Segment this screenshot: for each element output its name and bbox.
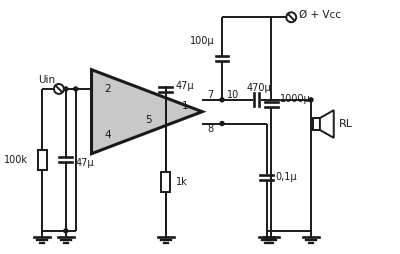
Text: 7: 7 (207, 90, 214, 100)
Text: 47μ: 47μ (176, 82, 194, 91)
Text: 1000μ: 1000μ (280, 94, 311, 104)
Text: 8: 8 (207, 124, 213, 134)
Bar (38, 150, 46, 170)
Text: Ø + Vcc: Ø + Vcc (299, 10, 341, 20)
Text: RL: RL (339, 119, 353, 129)
Bar (161, 172, 170, 192)
Circle shape (309, 98, 313, 102)
Bar (313, 118, 320, 130)
Text: 100μ: 100μ (190, 36, 214, 46)
Text: 10: 10 (227, 90, 239, 100)
Text: 1k: 1k (176, 177, 187, 187)
Circle shape (64, 87, 68, 91)
Circle shape (220, 98, 224, 102)
Text: 47μ: 47μ (76, 158, 94, 168)
Text: 4: 4 (104, 130, 111, 140)
Text: Uin: Uin (38, 75, 56, 85)
Circle shape (64, 229, 68, 233)
Text: 0,1μ: 0,1μ (276, 172, 297, 182)
Text: 5: 5 (146, 115, 152, 124)
Text: 100k: 100k (4, 155, 28, 165)
Polygon shape (92, 70, 202, 154)
Polygon shape (320, 110, 334, 138)
Circle shape (54, 84, 64, 94)
Text: 1: 1 (182, 101, 189, 111)
Text: 2: 2 (104, 84, 111, 94)
Circle shape (220, 122, 224, 125)
Text: 470μ: 470μ (246, 83, 271, 93)
Circle shape (74, 87, 78, 91)
Circle shape (286, 12, 296, 22)
